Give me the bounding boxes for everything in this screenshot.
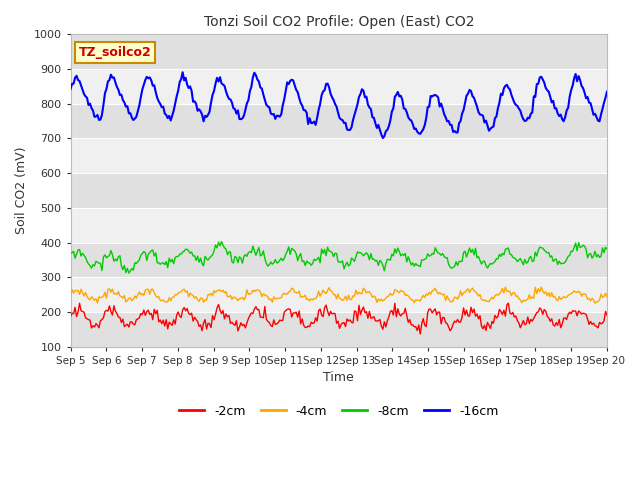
Title: Tonzi Soil CO2 Profile: Open (East) CO2: Tonzi Soil CO2 Profile: Open (East) CO2 <box>204 15 474 29</box>
Bar <box>70 242 607 277</box>
Bar <box>70 69 607 104</box>
Legend: -2cm, -4cm, -8cm, -16cm: -2cm, -4cm, -8cm, -16cm <box>174 400 503 423</box>
Bar <box>70 35 607 69</box>
Y-axis label: Soil CO2 (mV): Soil CO2 (mV) <box>15 147 28 234</box>
Bar <box>70 208 607 242</box>
Text: TZ_soilco2: TZ_soilco2 <box>79 46 152 59</box>
Bar <box>70 277 607 312</box>
Bar <box>70 104 607 138</box>
Bar <box>70 173 607 208</box>
X-axis label: Time: Time <box>323 372 354 384</box>
Bar <box>70 312 607 347</box>
Bar <box>70 138 607 173</box>
